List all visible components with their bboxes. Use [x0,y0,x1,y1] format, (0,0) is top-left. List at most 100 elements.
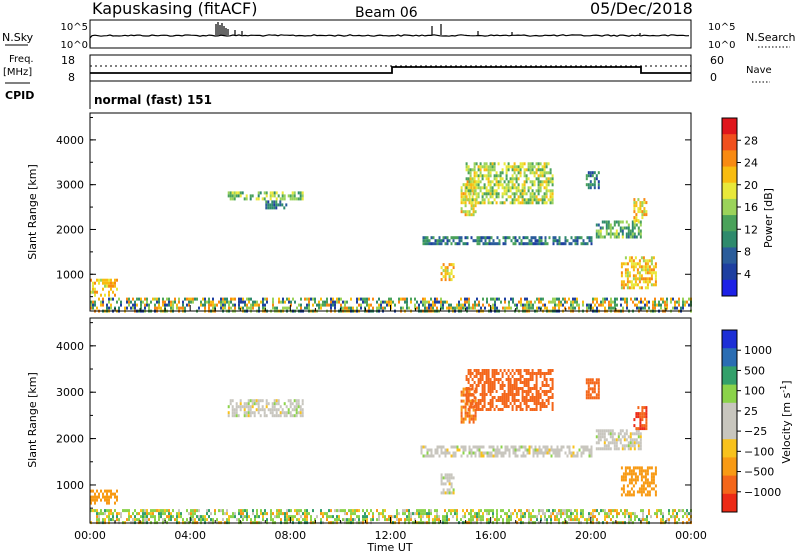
heatmap-cell [519,201,522,205]
heatmap-cell [308,300,310,304]
heatmap-cell [295,414,298,418]
heatmap-cell [496,306,498,310]
heatmap-cell [558,300,560,304]
heatmap-cell [454,445,457,449]
heatmap-cell [485,189,488,193]
heatmap-cell [454,236,457,240]
heatmap-cell [590,239,593,243]
heatmap-cell [246,509,248,513]
heatmap-cell [174,300,176,304]
heatmap-cell [633,204,636,208]
heatmap-cell [568,306,570,310]
heatmap-cell [110,518,112,522]
heatmap-cell [238,306,240,310]
heatmap-cell [275,191,278,195]
heatmap-cell [524,242,527,246]
heatmap-cell [473,183,476,187]
heatmap-cell [554,236,557,240]
heatmap-cell [267,402,270,406]
heatmap-cell [495,192,498,196]
heatmap-cell [422,242,425,246]
heatmap-cell [644,472,647,476]
heatmap-cell [576,509,578,513]
heatmap-cell [535,381,538,384]
heatmap-cell [222,512,224,516]
heatmap-cell [529,387,532,390]
heatmap-cell [539,396,542,399]
heatmap-cell [535,198,538,202]
heatmap-cell [624,493,627,497]
heatmap-cell [291,414,294,418]
heatmap-cell [511,201,514,205]
heatmap-cell [450,263,453,267]
heatmap-cell [532,236,535,240]
heatmap-cell [481,396,484,399]
heatmap-cell [114,278,116,282]
heatmap-cell [609,429,612,433]
heatmap-cell [485,186,488,190]
heatmap-cell [613,441,616,445]
heatmap-cell [505,168,508,172]
heatmap-cell [625,235,628,239]
heatmap-cell [477,195,480,199]
heatmap-cell [446,518,448,522]
heatmap-cell [344,518,346,522]
heatmap-cell [475,183,478,187]
nsearch-label: N.Search [746,31,796,44]
heatmap-cell [558,512,560,516]
heatmap-cell [540,448,543,452]
heatmap-cell [460,236,463,240]
heatmap-cell [491,390,494,393]
heatmap-cell [483,192,486,196]
heatmap-cell [180,515,182,519]
heatmap-cell [382,300,384,304]
heatmap-cell [650,472,653,476]
heatmap-cell [646,259,649,263]
heatmap-cell [632,286,635,290]
heatmap-cell [386,303,388,307]
heatmap-cell [462,445,465,449]
heatmap-cell [140,515,142,519]
heatmap-cell [472,515,474,519]
heatmap-cell [158,306,160,310]
heatmap-cell [531,183,534,187]
heatmap-cell [269,206,272,210]
heatmap-cell [477,180,480,184]
heatmap-cell [468,417,471,421]
heatmap-cell [233,191,236,195]
heatmap-cell [452,266,455,270]
heatmap-cell [503,162,506,166]
heatmap-cell [634,274,637,278]
heatmap-cell [552,242,555,246]
heatmap-cell [574,239,577,243]
heatmap-cell [613,447,616,451]
heatmap-cell [218,509,220,513]
heatmap-cell [464,201,467,205]
heatmap-cell [338,518,340,522]
heatmap-cell [108,306,110,310]
heatmap-cell [589,186,592,190]
heatmap-cell [442,236,445,240]
heatmap-cell [390,297,392,301]
heatmap-cell [490,509,492,513]
heatmap-cell [640,256,643,260]
heatmap-cell [645,213,648,217]
heatmap-cell [648,265,651,269]
heatmap-cell [511,399,514,402]
heatmap-cell [460,405,463,409]
heatmap-cell [448,518,450,522]
heatmap-cell [240,300,242,304]
heatmap-cell [224,512,226,516]
heatmap-cell [450,482,453,486]
heatmap-cell [596,518,598,522]
heatmap-cell [504,239,507,243]
heatmap-cell [170,306,172,310]
heatmap-cell [630,259,633,263]
heatmap-cell [293,399,296,403]
heatmap-cell [473,165,476,169]
heatmap-cell [491,192,494,196]
heatmap-cell [475,369,478,372]
heatmap-cell [300,303,302,307]
heatmap-cell [607,220,610,224]
heatmap-cell [464,408,467,412]
